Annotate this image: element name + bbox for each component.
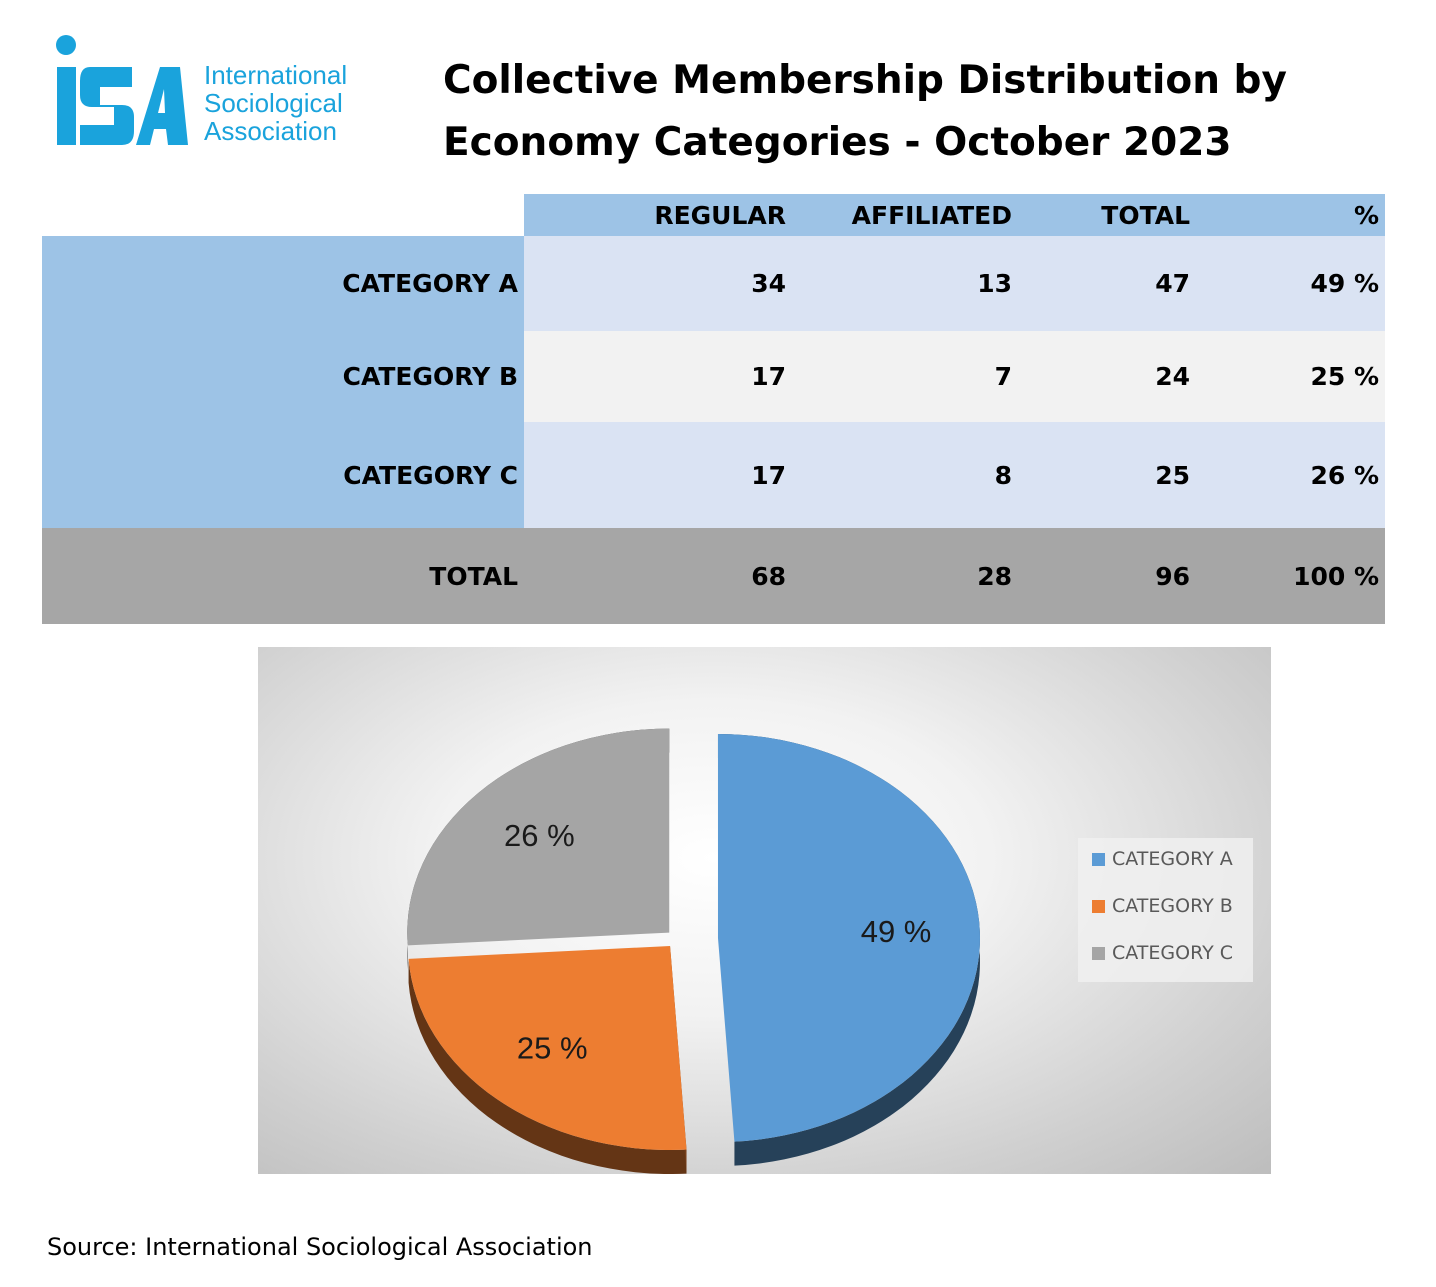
title-line-1: Collective Membership Distribution by [443,58,1287,103]
pie-slice-category-c [407,728,670,946]
table-total-background [42,528,1385,624]
row-a-percent: 49 % [1310,269,1379,298]
legend-label-category-c: CATEGORY C [1112,942,1233,964]
table-row-b-background [524,331,1385,422]
table-row-c-background [524,422,1385,528]
total-percent: 100 % [1293,561,1379,591]
pie-chart-svg: 49 % 25 % 26 % [407,728,980,1174]
row-b-regular: 17 [751,362,786,391]
isa-logo-text: International Sociological Association [204,61,414,145]
total-affiliated: 28 [977,561,1012,591]
header-affiliated: AFFILIATED [851,200,1012,230]
row-c-label: CATEGORY C [343,460,518,490]
source-note: Source: International Sociological Assoc… [47,1233,593,1261]
legend-swatch-category-a [1092,852,1105,866]
pie-chart: 49 % 25 % 26 % CATEGORY A CATEGORY B CATEG… [258,647,1271,1174]
logo-line-1: International [204,60,348,90]
row-c-regular: 17 [751,460,786,490]
chart-legend: CATEGORY A CATEGORY B CATEGORY C [1078,838,1253,982]
page-title: Collective Membership Distribution by Ec… [443,50,1403,174]
pie-data-label-category-b: 25 % [517,1030,588,1065]
header-total: TOTAL [1101,200,1190,230]
legend-label-category-b: CATEGORY B [1112,895,1233,917]
membership-table: REGULAR AFFILIATED TOTAL % CATEGORY A 34… [42,194,1385,624]
total-total: 96 [1155,561,1190,591]
pie-slice-category-a [717,734,980,1142]
table-row-a-background [524,236,1385,331]
legend-swatch-category-b [1092,899,1105,913]
table-label-column-background [42,236,524,528]
header-percent: % [1353,200,1379,230]
table-header-background [524,194,1385,236]
row-b-affiliated: 7 [994,362,1012,391]
isa-logo: International Sociological Association [52,33,412,153]
logo-line-2: Sociological [204,88,343,118]
row-c-total: 25 [1155,460,1190,490]
isa-logo-mark [56,35,188,145]
legend-swatch-category-c [1092,946,1105,960]
header-regular: REGULAR [654,200,786,230]
row-c-percent: 26 % [1310,460,1379,490]
title-line-2: Economy Categories - October 2023 [443,120,1232,165]
row-a-label: CATEGORY A [342,269,518,298]
total-label: TOTAL [429,561,518,591]
row-b-label: CATEGORY B [342,362,518,391]
row-b-total: 24 [1155,362,1190,391]
pie-data-label-category-a: 49 % [861,914,932,949]
legend-item-category-a: CATEGORY A [1092,847,1233,871]
row-a-total: 47 [1155,269,1190,298]
row-a-affiliated: 13 [977,269,1012,298]
row-a-regular: 34 [751,269,786,298]
total-regular: 68 [751,561,786,591]
legend-item-category-b: CATEGORY B [1092,894,1233,918]
pie-slice-side-category-b [408,958,687,1174]
row-b-percent: 25 % [1310,362,1379,391]
logo-line-3: Association [204,116,337,146]
pie-data-label-category-c: 26 % [504,818,575,853]
legend-item-category-c: CATEGORY C [1092,941,1233,965]
row-c-affiliated: 8 [994,460,1012,490]
legend-label-category-a: CATEGORY A [1112,848,1233,870]
pie-slice-category-b [408,946,687,1151]
